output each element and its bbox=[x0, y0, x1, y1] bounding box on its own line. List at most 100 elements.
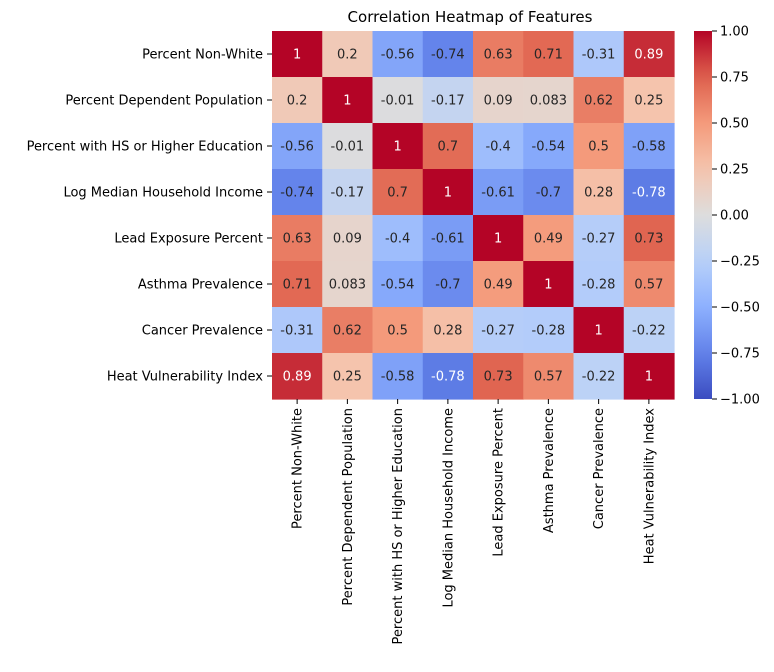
heatmap-cell bbox=[623, 215, 675, 262]
colorbar-tick-label: −0.75 bbox=[720, 347, 760, 362]
heatmap-cell bbox=[523, 169, 575, 216]
cell-value-label: 0.28 bbox=[433, 324, 462, 339]
heatmap-cell bbox=[272, 31, 323, 78]
heatmap-cell bbox=[473, 77, 524, 124]
cell-value-label: -0.7 bbox=[536, 186, 561, 201]
column-label: Heat Vulnerability Index bbox=[642, 408, 657, 564]
cell-value-label: -0.01 bbox=[381, 94, 415, 109]
heatmap-cell bbox=[422, 169, 474, 216]
cell-value-label: 0.62 bbox=[333, 324, 362, 339]
heatmap-cell bbox=[623, 31, 675, 78]
cell-value-label: -0.4 bbox=[385, 232, 410, 247]
cell-value-label: 0.57 bbox=[534, 370, 563, 385]
heatmap-cell bbox=[322, 123, 374, 170]
heatmap-cell bbox=[573, 307, 625, 354]
heatmap-cell bbox=[573, 261, 625, 308]
heatmap-cell bbox=[473, 353, 524, 400]
heatmap-cell bbox=[272, 123, 323, 170]
cell-value-label: -0.61 bbox=[431, 232, 465, 247]
colorbar-tick-label: −0.25 bbox=[720, 255, 760, 270]
cell-value-label: 0.5 bbox=[387, 324, 408, 339]
cell-value-label: 0.49 bbox=[484, 278, 513, 293]
heatmap-cell bbox=[272, 353, 323, 400]
column-label: Percent Dependent Population bbox=[341, 408, 356, 606]
column-label: Asthma Prevalence bbox=[542, 408, 557, 533]
heatmap-cell bbox=[322, 77, 374, 124]
heatmap-cell bbox=[573, 77, 625, 124]
heatmap-cell bbox=[523, 353, 575, 400]
heatmap-cell bbox=[473, 31, 524, 78]
heatmap-cell bbox=[372, 307, 424, 354]
heatmap-cell bbox=[372, 77, 424, 124]
heatmap-cell bbox=[422, 353, 474, 400]
cell-value-label: -0.31 bbox=[280, 324, 314, 339]
cell-value-label: -0.31 bbox=[582, 48, 616, 63]
cell-value-label: 1 bbox=[293, 48, 301, 63]
heatmap-cell bbox=[322, 169, 374, 216]
cell-value-label: 0.7 bbox=[438, 140, 459, 155]
heatmap-cell bbox=[473, 215, 524, 262]
cell-value-label: -0.17 bbox=[331, 186, 365, 201]
cell-value-label: 0.71 bbox=[534, 48, 563, 63]
heatmap-cells: 1 0.2 -0.56 -0.74 0.63 0.71 -0.31 0.890.2 1 -0.01… bbox=[272, 31, 675, 400]
column-label: Percent Non-White bbox=[291, 408, 306, 529]
heatmap-cell bbox=[473, 307, 524, 354]
colorbar-tick-label: 0.50 bbox=[720, 117, 749, 132]
row-label: Asthma Prevalence bbox=[138, 278, 263, 293]
cell-value-label: -0.56 bbox=[381, 48, 415, 63]
heatmap-cell bbox=[372, 169, 424, 216]
heatmap-cell bbox=[523, 261, 575, 308]
cell-value-label: 0.25 bbox=[634, 94, 663, 109]
cell-value-label: 0.57 bbox=[634, 278, 663, 293]
heatmap-cell bbox=[422, 31, 474, 78]
heatmap-cell bbox=[422, 307, 474, 354]
heatmap-cell bbox=[573, 123, 625, 170]
cell-value-label: 1 bbox=[444, 186, 452, 201]
heatmap-cell bbox=[473, 261, 524, 308]
row-ticks bbox=[267, 53, 272, 377]
colorbar-ticks: 1.00 0.75 0.50 0.25 0.00 −0.25 −0.50 −0.75 −1.00 bbox=[712, 25, 760, 408]
cell-value-label: 0.89 bbox=[634, 48, 663, 63]
row-label: Lead Exposure Percent bbox=[114, 232, 263, 247]
heatmap-cell bbox=[573, 215, 625, 262]
row-label: Percent with HS or Higher Education bbox=[27, 140, 263, 155]
column-label: Percent with HS or Higher Education bbox=[391, 408, 406, 644]
heatmap-cell bbox=[623, 307, 675, 354]
cell-value-label: -0.27 bbox=[481, 324, 515, 339]
heatmap-cell bbox=[623, 169, 675, 216]
heatmap-cell bbox=[523, 123, 575, 170]
heatmap-cell bbox=[272, 77, 323, 124]
heatmap-cell bbox=[473, 123, 524, 170]
cell-value-label: -0.74 bbox=[431, 48, 465, 63]
heatmap-cell bbox=[322, 353, 374, 400]
heatmap-cell bbox=[623, 77, 675, 124]
heatmap-cell bbox=[272, 307, 323, 354]
cell-value-label: 0.09 bbox=[484, 94, 513, 109]
colorbar-tick-label: 0.25 bbox=[720, 163, 749, 178]
chart-title: Correlation Heatmap of Features bbox=[348, 8, 593, 26]
heatmap-cell bbox=[573, 169, 625, 216]
heatmap-cell bbox=[523, 307, 575, 354]
heatmap-cell bbox=[623, 123, 675, 170]
heatmap-cell bbox=[322, 31, 374, 78]
cell-value-label: 0.73 bbox=[484, 370, 513, 385]
cell-value-label: 0.25 bbox=[333, 370, 362, 385]
heatmap-cell bbox=[623, 261, 675, 308]
column-label: Cancer Prevalence bbox=[592, 408, 607, 529]
cell-value-label: -0.22 bbox=[632, 324, 666, 339]
row-label: Percent Dependent Population bbox=[65, 94, 263, 109]
row-label: Percent Non-White bbox=[142, 48, 263, 63]
colorbar bbox=[694, 31, 712, 399]
cell-value-label: -0.78 bbox=[431, 370, 465, 385]
heatmap-cell bbox=[573, 31, 625, 78]
cell-value-label: -0.28 bbox=[532, 324, 566, 339]
cell-value-label: 0.2 bbox=[337, 48, 358, 63]
heatmap-cell bbox=[372, 353, 424, 400]
heatmap-cell bbox=[372, 31, 424, 78]
cell-value-label: -0.54 bbox=[381, 278, 415, 293]
heatmap-cell bbox=[322, 261, 374, 308]
cell-value-label: 0.5 bbox=[588, 140, 609, 155]
cell-value-label: -0.7 bbox=[435, 278, 460, 293]
cell-value-label: -0.28 bbox=[582, 278, 616, 293]
